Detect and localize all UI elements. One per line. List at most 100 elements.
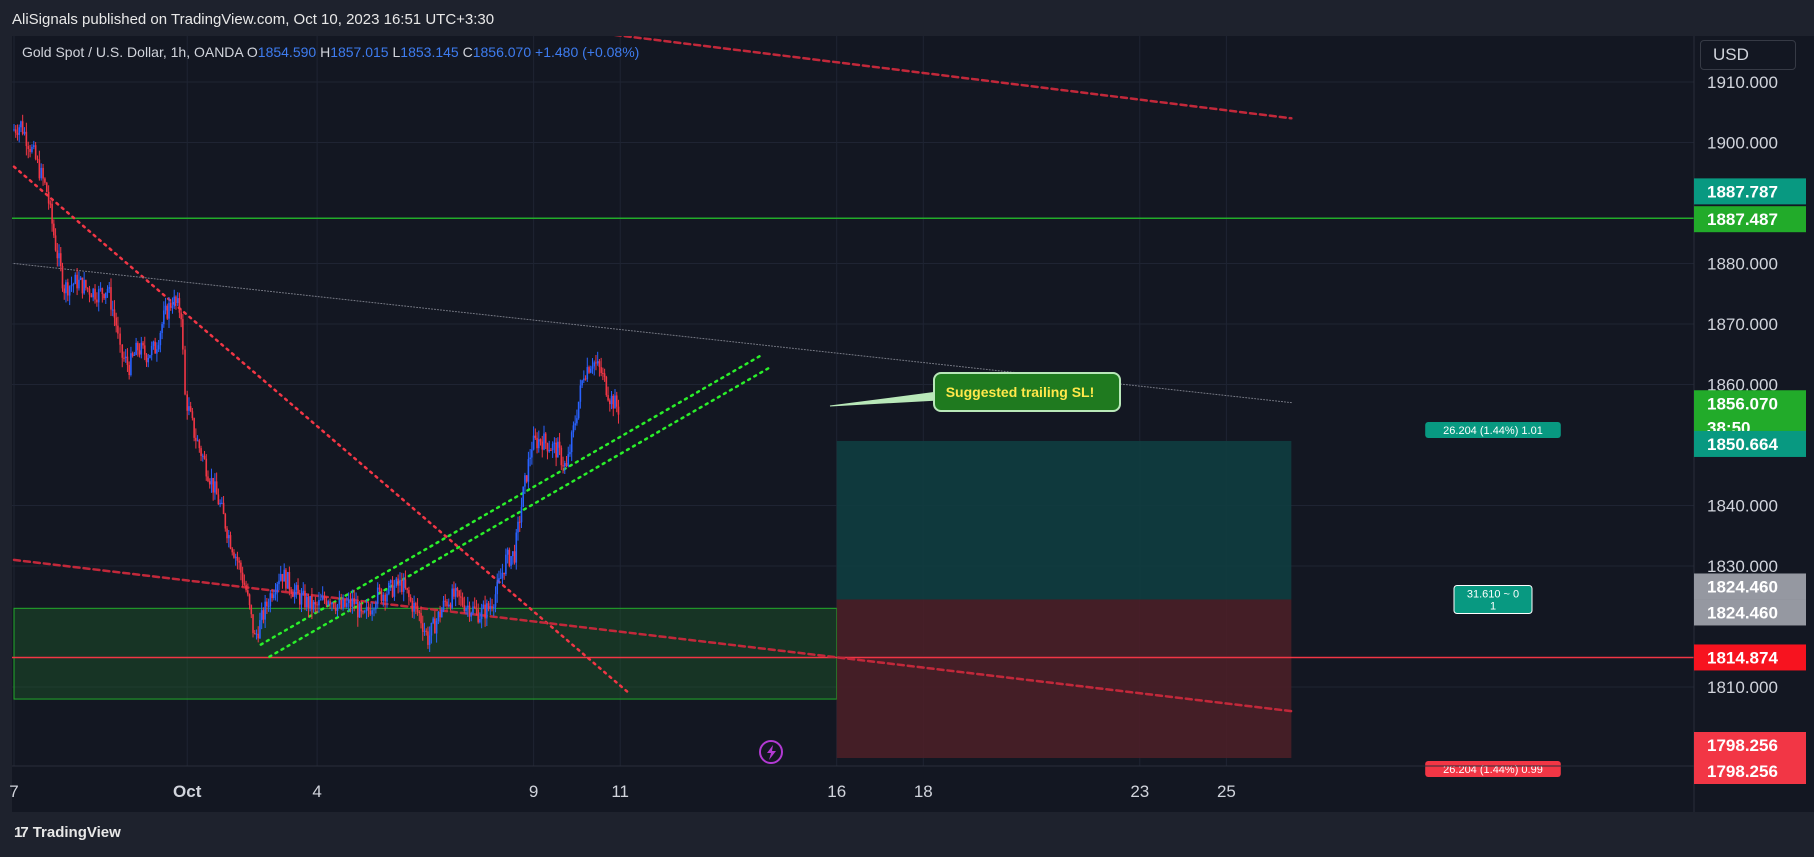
- candle-body: [233, 552, 235, 558]
- candle-body: [482, 604, 485, 609]
- candle-body: [362, 611, 364, 613]
- candle-body: [574, 423, 576, 426]
- candle-body: [321, 595, 324, 600]
- candle-body: [486, 603, 488, 619]
- trendline: [613, 36, 1293, 120]
- candle-body: [201, 455, 204, 457]
- symbol-legend: Gold Spot / U.S. Dollar, 1h, OANDA O1854…: [22, 44, 639, 60]
- candle-body: [333, 602, 335, 608]
- candle-body: [586, 367, 589, 380]
- price-axis-labels: 1887.7871887.4871856.07038:501850.664182…: [1694, 178, 1806, 784]
- candle-body: [92, 288, 94, 298]
- price-axis-label-bg: [1694, 206, 1806, 233]
- candle-body: [262, 610, 265, 620]
- candle-body: [110, 287, 112, 310]
- candle-body: [560, 447, 563, 466]
- low-value: 1853.145: [400, 44, 459, 60]
- candle-body: [520, 506, 523, 523]
- high-label: H: [320, 44, 331, 60]
- candle-body: [499, 577, 502, 579]
- close-label: C: [462, 44, 473, 60]
- candle-body: [428, 635, 431, 645]
- candle-body: [140, 342, 143, 355]
- candle-body: [32, 145, 35, 147]
- candle-body: [334, 607, 337, 611]
- trendline: [259, 352, 765, 646]
- candle-body: [83, 280, 85, 294]
- candle-body: [353, 598, 356, 605]
- candle-body: [63, 288, 66, 294]
- candle-body: [164, 305, 167, 311]
- candle-body: [373, 609, 375, 611]
- candle-body: [253, 633, 256, 635]
- candle-body: [47, 191, 50, 204]
- candle-body: [65, 282, 67, 294]
- candle-body: [345, 603, 348, 607]
- trendline: [268, 365, 773, 658]
- candle-body: [558, 441, 561, 448]
- candle-body: [425, 630, 428, 632]
- candle-body: [572, 425, 575, 433]
- price-tick-label: 1900.000: [1707, 133, 1778, 152]
- candle-body: [607, 395, 609, 401]
- candle-body: [435, 620, 438, 634]
- candle-body: [259, 620, 261, 639]
- stop-label-bg: [1425, 761, 1561, 777]
- price-axis-label: 1814.874: [1707, 648, 1778, 667]
- candle-body: [524, 475, 526, 487]
- candle-body: [40, 167, 43, 179]
- candle-body: [161, 324, 163, 334]
- candle-body: [195, 437, 197, 441]
- candle-body: [473, 606, 476, 608]
- candle-body: [480, 608, 483, 620]
- candle-body: [576, 418, 578, 424]
- target-label-text: 26.204 (1.44%) 1.01: [1443, 425, 1543, 437]
- candle-body: [207, 476, 209, 482]
- candle-body: [391, 580, 394, 597]
- candle-body: [283, 569, 285, 582]
- candle-body: [340, 599, 343, 609]
- candle-body: [133, 354, 136, 356]
- candle-body: [292, 593, 294, 597]
- change-value: +1.480 (+0.08%): [535, 44, 640, 60]
- candle-body: [212, 477, 214, 493]
- candle-body: [149, 355, 151, 358]
- time-tick-label: 18: [914, 782, 933, 801]
- candle-body: [76, 274, 78, 289]
- currency-button[interactable]: USD: [1700, 40, 1796, 70]
- tradingview-logo[interactable]: 17 TradingView: [14, 824, 121, 841]
- candle-body: [581, 380, 583, 386]
- candle-body: [90, 294, 93, 298]
- candle-body: [138, 350, 141, 355]
- candle-body: [178, 298, 181, 313]
- candle-body: [182, 319, 184, 350]
- candle-body: [614, 395, 616, 409]
- candle-body: [567, 454, 570, 467]
- candle-body: [404, 579, 407, 588]
- candle-body: [491, 606, 493, 609]
- candle-body: [142, 342, 144, 346]
- candle-body: [176, 298, 179, 303]
- candle-body: [534, 435, 537, 438]
- candle-body: [85, 280, 87, 288]
- candle-body: [416, 605, 419, 612]
- candle-body: [541, 441, 544, 450]
- candle-body: [248, 594, 251, 606]
- candles: [13, 114, 620, 653]
- candle-body: [522, 486, 525, 507]
- price-axis-label-bg: [1694, 430, 1806, 457]
- candle-body: [465, 607, 467, 612]
- candle-body: [461, 597, 464, 606]
- candle-body: [36, 158, 39, 160]
- candle-body: [600, 367, 602, 373]
- candle-body: [498, 578, 500, 582]
- candle-body: [286, 572, 289, 589]
- candle-body: [494, 594, 497, 607]
- plot-area: [12, 36, 1694, 758]
- candle-body: [18, 127, 20, 135]
- candle-body: [156, 349, 158, 354]
- footer-bar: [0, 812, 1814, 857]
- trendline: [12, 558, 1293, 713]
- candle-body: [555, 442, 557, 458]
